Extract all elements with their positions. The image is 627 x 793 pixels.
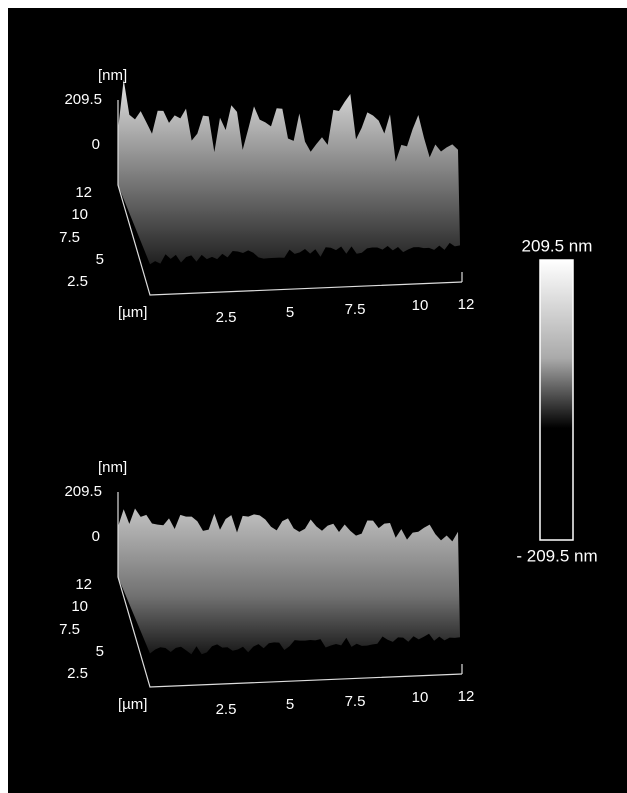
x-tick-label: 5	[286, 304, 294, 321]
x-tick-label: 12	[458, 296, 475, 313]
x-tick-label: 2.5	[216, 701, 237, 718]
y-tick-label: 12	[75, 576, 92, 593]
y-tick-label: 10	[71, 206, 88, 223]
x-tick-label: 2.5	[216, 309, 237, 326]
y-tick-label: 10	[71, 598, 88, 615]
panel-label: A	[12, 15, 29, 42]
y-tick-label: 5	[96, 251, 104, 268]
y-tick-label: 2.5	[67, 665, 88, 682]
x-tick-label: 5	[286, 696, 294, 713]
x-tick-label: 10	[412, 689, 429, 706]
z-unit: [nm]	[98, 67, 127, 84]
z-tick-label: 0	[92, 136, 100, 153]
y-tick-label: 2.5	[67, 273, 88, 290]
x-tick-label: 7.5	[345, 301, 366, 318]
xy-unit: [µm]	[118, 304, 147, 321]
z-tick-label: 0	[92, 528, 100, 545]
colorbar-min: - 209.5 nm	[516, 546, 597, 565]
panel-label: B	[12, 407, 29, 434]
y-tick-label: 7.5	[59, 621, 80, 638]
y-tick-label: 5	[96, 643, 104, 660]
colorbar-max: 209.5 nm	[522, 236, 593, 255]
background	[8, 8, 627, 793]
x-tick-label: 7.5	[345, 693, 366, 710]
z-tick-label: 209.5	[64, 91, 102, 108]
figure: 209.5 nm - 209.5 nm A[nm]209.5012107.552…	[0, 0, 627, 793]
xy-unit: [µm]	[118, 696, 147, 713]
x-tick-label: 10	[412, 297, 429, 314]
colorbar	[540, 260, 573, 540]
z-tick-label: 209.5	[64, 483, 102, 500]
y-tick-label: 7.5	[59, 229, 80, 246]
z-unit: [nm]	[98, 459, 127, 476]
x-tick-label: 12	[458, 688, 475, 705]
y-tick-label: 12	[75, 184, 92, 201]
